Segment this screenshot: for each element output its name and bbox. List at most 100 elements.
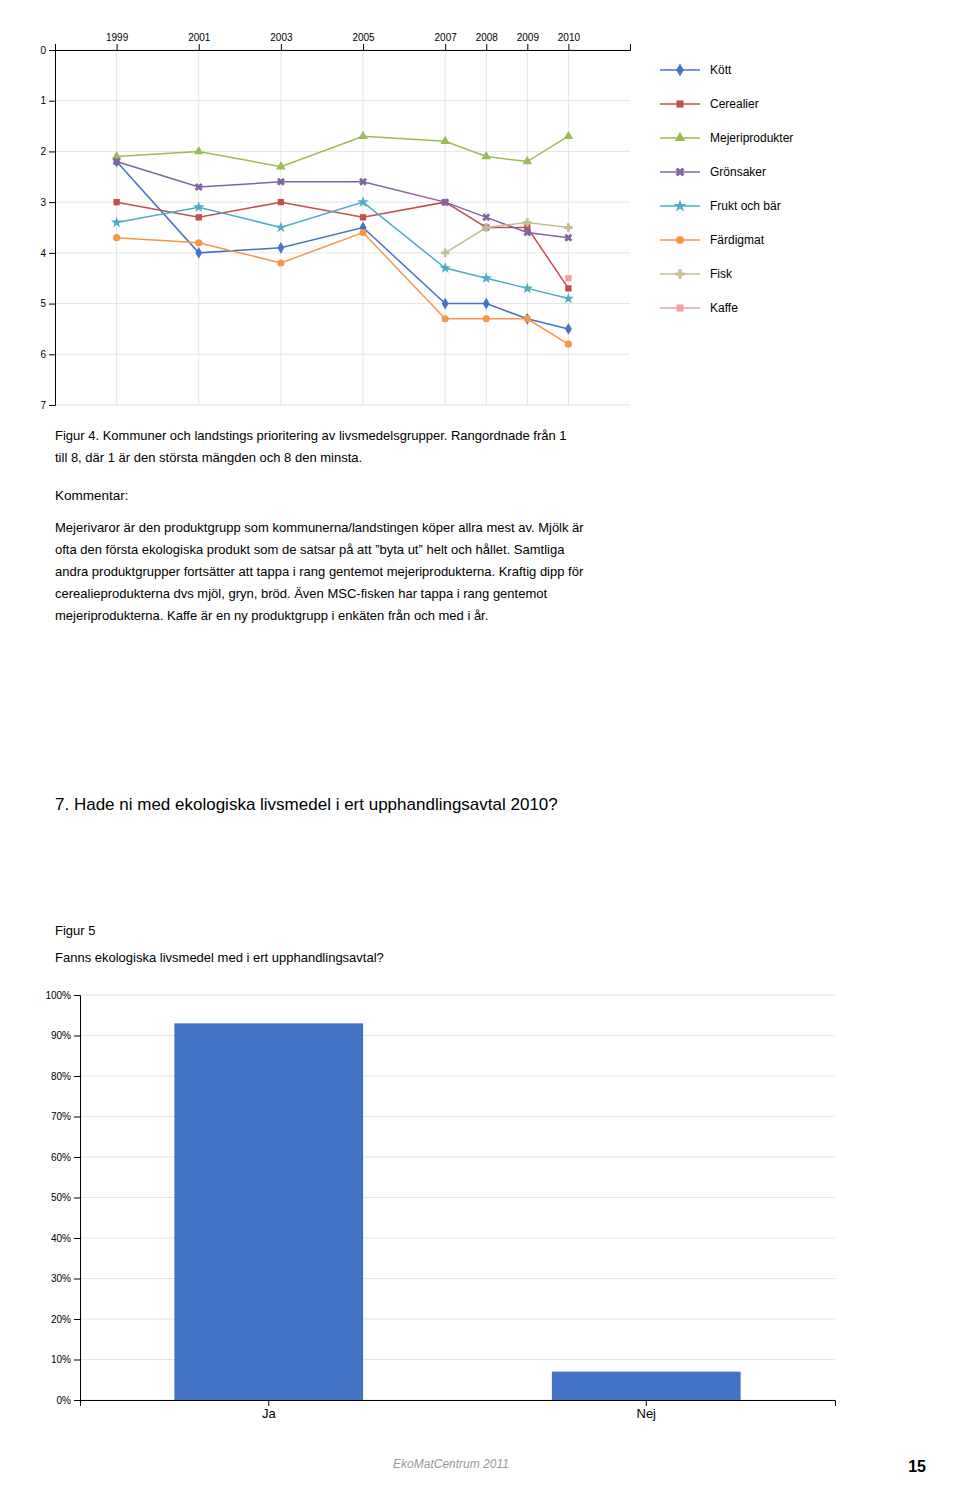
point: [194, 146, 204, 154]
point: [522, 282, 533, 293]
series: [565, 275, 571, 281]
section-title: 7. Hade ni med ekologiska livsmedel i er…: [55, 795, 558, 814]
tick: 2007: [435, 32, 458, 50]
legend-item: Cerealier: [660, 97, 759, 111]
tick: 80%: [51, 1071, 80, 1082]
tick-mark: [49, 405, 55, 406]
axis-line: [74, 996, 81, 1401]
legend-item: Frukt och bär: [660, 199, 781, 213]
tick: 2: [40, 146, 55, 157]
text-block: Figur 4. Kommuner och landstings priorit…: [55, 428, 584, 623]
tick-mark: [568, 44, 569, 50]
tick: Ja: [262, 1400, 277, 1421]
legend-symbol: [674, 199, 687, 211]
grid-line: [198, 50, 199, 405]
tick: 2003: [270, 32, 293, 50]
series: [111, 156, 575, 244]
tick: 4: [40, 248, 55, 259]
tick-mark: [49, 202, 55, 203]
point: [563, 293, 574, 304]
legend-symbol: [675, 132, 686, 141]
point: [357, 196, 368, 207]
tick-mark: [445, 44, 446, 50]
point: [275, 176, 287, 188]
tick-label: 100%: [45, 990, 71, 1001]
point: [481, 272, 492, 283]
point: [523, 156, 533, 164]
tick: 60%: [51, 1152, 80, 1163]
grid-line: [55, 100, 630, 101]
tick-mark: [268, 1400, 269, 1406]
point: [439, 196, 451, 208]
tick: 2010: [558, 32, 581, 50]
point: [359, 229, 366, 236]
tick-label: 3: [40, 197, 46, 208]
series-line: [117, 136, 569, 166]
point: [523, 218, 531, 226]
point: [564, 131, 574, 139]
legend-item: Fisk: [660, 267, 733, 281]
caption: Figur 4. Kommuner och landstings priorit…: [55, 428, 567, 443]
tick-label: 0%: [57, 1395, 72, 1406]
caption: till 8, där 1 är den största mängden och…: [55, 450, 362, 465]
chart-subtitle: Fanns ekologiska livsmedel med i ert upp…: [55, 950, 384, 965]
y-axis: 01234567: [40, 45, 55, 411]
tick-mark: [74, 1238, 80, 1239]
tick-label: Ja: [262, 1406, 277, 1421]
tick: 40%: [51, 1233, 80, 1244]
tick: 2005: [352, 32, 375, 50]
point: [564, 223, 572, 231]
point: [360, 214, 366, 220]
point: [483, 298, 490, 310]
legend-symbol: [676, 236, 684, 244]
comment: Mejerivaror är den produktgrupp som komm…: [55, 520, 584, 535]
tick: 10%: [51, 1354, 80, 1365]
legend-label: Grönsaker: [710, 165, 766, 179]
point: [440, 136, 450, 144]
tick: 1999: [106, 32, 129, 50]
bar: [174, 1023, 363, 1400]
point: [482, 223, 490, 231]
tick-label: 2007: [435, 32, 458, 43]
legend-label: Kaffe: [710, 301, 738, 315]
legend-label: Fisk: [710, 267, 733, 281]
tick-label: 2009: [517, 32, 540, 43]
tick-mark: [74, 1076, 80, 1077]
bar-chart: 7. Hade ni med ekologiska livsmedel i er…: [45, 795, 835, 1421]
tick-mark: [49, 101, 55, 102]
point: [111, 216, 122, 227]
point: [278, 199, 284, 205]
legend-item: Kaffe: [660, 301, 738, 315]
tick-label: 6: [40, 349, 46, 360]
legend-item: Kött: [660, 63, 732, 77]
tick-mark: [74, 1279, 80, 1280]
legend-symbol: [676, 304, 683, 311]
series: [441, 218, 573, 257]
point: [441, 249, 449, 257]
point: [440, 262, 451, 273]
point: [521, 227, 533, 239]
legend-item: Färdigmat: [660, 233, 765, 247]
point: [524, 313, 531, 325]
grid: [55, 50, 630, 405]
point: [442, 315, 449, 322]
legend: KöttCerealierMejeriprodukterGrönsakerFru…: [660, 63, 793, 315]
tick: 50%: [51, 1192, 80, 1203]
tick-label: 1: [40, 95, 46, 106]
series: [113, 199, 571, 292]
point: [483, 315, 490, 322]
point: [357, 176, 369, 188]
tick-label: 40%: [51, 1233, 71, 1244]
bar: [552, 1372, 741, 1400]
comment: andra produktgrupper fortsätter att tapp…: [55, 564, 584, 579]
axis-line: [49, 51, 56, 406]
point: [562, 232, 574, 244]
point: [193, 201, 204, 212]
comment-title: Kommentar:: [55, 488, 129, 503]
tick-mark: [486, 44, 487, 50]
point: [276, 161, 286, 169]
tick: 30%: [51, 1273, 80, 1284]
series: [113, 229, 572, 348]
tick-mark: [74, 1400, 80, 1401]
tick: Nej: [636, 1400, 656, 1421]
